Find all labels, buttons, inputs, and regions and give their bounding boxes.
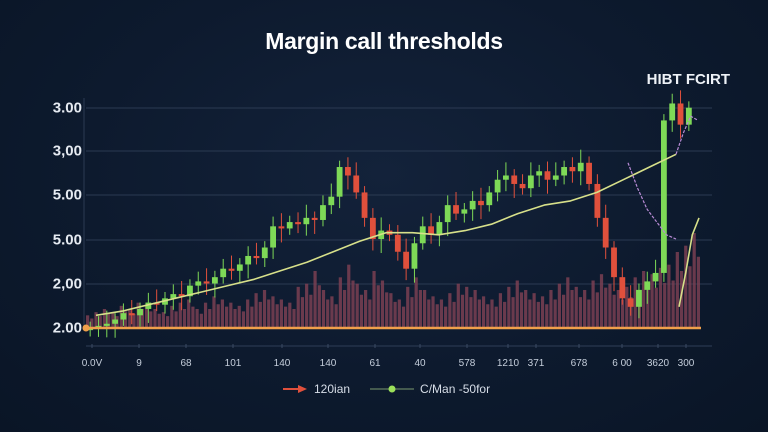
- x-tick-label: 68: [180, 358, 192, 369]
- indicator-lines: [82, 115, 701, 332]
- red-arrow-icon: [283, 385, 307, 393]
- x-tick-label: 1210: [496, 358, 520, 369]
- x-tick-label: 300: [677, 358, 695, 369]
- y-axis: 3.00 3,00 5.00 5.00 2,00 2.00: [0, 0, 84, 432]
- candlesticks: [87, 90, 692, 338]
- y-tick-label: 3,00: [52, 142, 82, 160]
- x-tick-label: 101: [224, 358, 242, 369]
- y-tick-label: 2.00: [52, 319, 82, 337]
- y-tick-label: 2,00: [52, 275, 82, 293]
- x-tick-label: 61: [369, 358, 381, 369]
- x-tick-label: 140: [273, 358, 291, 369]
- x-tick-label: 6 00: [612, 358, 632, 369]
- x-tick-label: 140: [319, 358, 337, 369]
- legend: 120ian C/Man -50for: [282, 382, 510, 396]
- x-tick-label: 9: [136, 358, 142, 369]
- legend-item-threshold[interactable]: 120ian: [282, 382, 350, 396]
- chart-title: Margin call thresholds: [265, 28, 503, 54]
- x-tick-label: 578: [458, 358, 476, 369]
- green-line-dot-icon: [370, 385, 415, 393]
- chart-annotation-label: HIBT FCIRT: [646, 71, 730, 88]
- legend-item-cman[interactable]: C/Man -50for: [370, 382, 490, 396]
- x-tick-label: 0.0V: [81, 358, 103, 369]
- x-tick-label: 678: [570, 358, 588, 369]
- y-tick-label: 3.00: [52, 99, 82, 117]
- x-tick-label: 40: [414, 358, 426, 369]
- y-tick-label: 5.00: [52, 231, 82, 249]
- y-tick-label: 5.00: [52, 186, 82, 204]
- x-tick-label: 371: [527, 358, 545, 369]
- x-tick-label: 3620: [646, 358, 670, 369]
- legend-label: 120ian: [314, 382, 351, 396]
- legend-label: C/Man -50for: [420, 382, 491, 396]
